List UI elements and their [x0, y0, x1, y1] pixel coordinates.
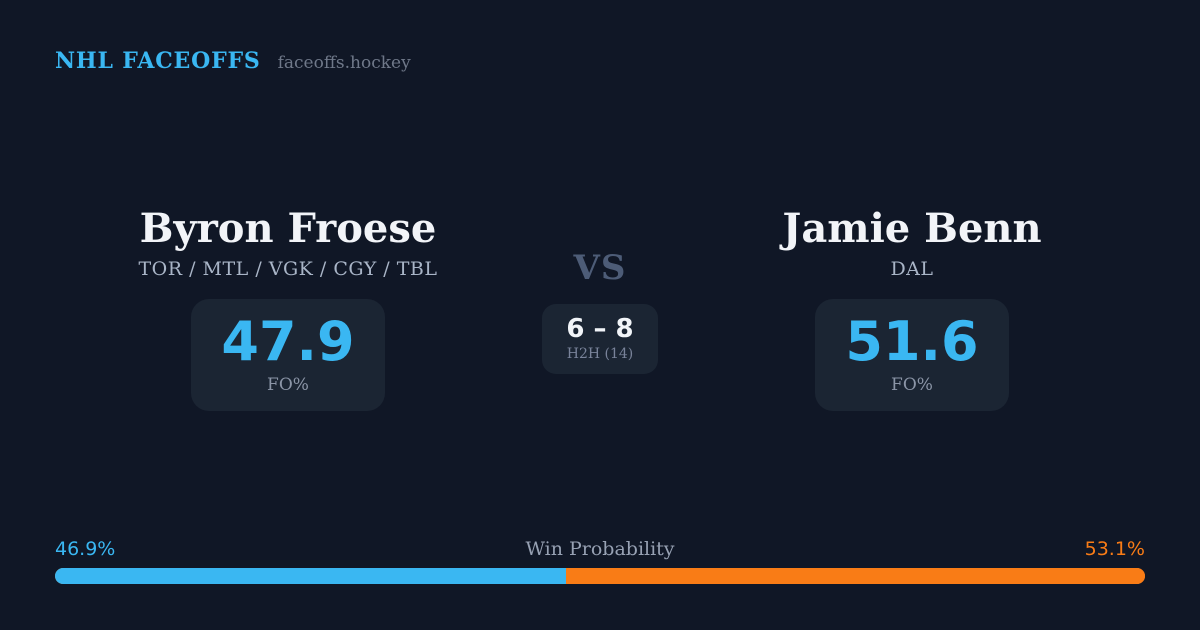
site-url: faceoffs.hockey [277, 53, 411, 73]
player-left-column: Byron Froese TOR / MTL / VGK / CGY / TBL… [88, 205, 488, 411]
win-probability-title: Win Probability [525, 538, 675, 560]
vs-label: VS [573, 248, 627, 288]
header: NHL FACEOFFS faceoffs.hockey [55, 48, 411, 74]
player-right-column: Jamie Benn DAL 51.6 FO% [712, 205, 1112, 411]
win-probability-left-value: 46.9% [55, 538, 116, 560]
win-probability-right-value: 53.1% [1084, 538, 1145, 560]
win-probability-labels: 46.9% Win Probability 53.1% [55, 538, 1145, 560]
head-to-head-card: 6 – 8 H2H (14) [542, 304, 658, 374]
versus-column: VS 6 – 8 H2H (14) [500, 248, 700, 374]
head-to-head-score: 6 – 8 [566, 314, 634, 344]
player-right-teams: DAL [890, 258, 934, 280]
win-probability-bar-right-segment [566, 568, 1145, 584]
player-left-stat-card: 47.9 FO% [191, 299, 385, 411]
head-to-head-label: H2H (14) [566, 346, 634, 362]
player-right-faceoff-pct: 51.6 [845, 310, 979, 373]
brand-logo-text: NHL FACEOFFS [55, 48, 261, 74]
win-probability-bar-left-segment [55, 568, 567, 584]
player-left-faceoff-pct: 47.9 [221, 310, 355, 373]
player-right-name: Jamie Benn [782, 205, 1042, 252]
win-probability-bar [55, 568, 1145, 584]
player-left-name: Byron Froese [139, 205, 437, 252]
player-right-stat-card: 51.6 FO% [815, 299, 1009, 411]
player-left-stat-label: FO% [267, 375, 309, 395]
player-left-teams: TOR / MTL / VGK / CGY / TBL [138, 258, 438, 280]
player-right-stat-label: FO% [891, 375, 933, 395]
